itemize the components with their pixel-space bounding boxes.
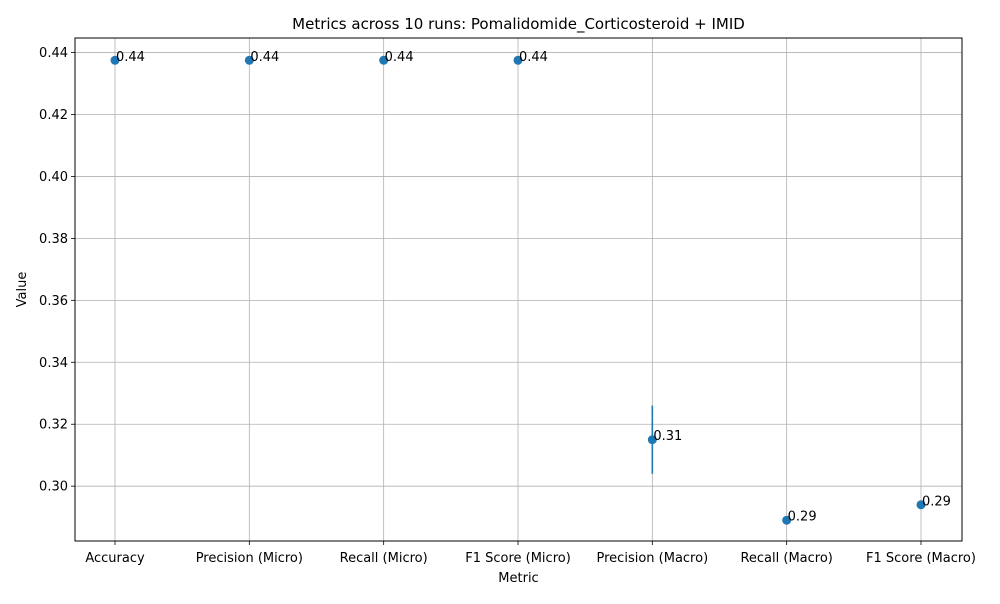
data-point: [513, 55, 523, 65]
data-point: [244, 55, 254, 65]
data-label: 0.29: [788, 510, 817, 525]
y-tick-label: 0.38: [39, 232, 68, 247]
y-tick-label: 0.44: [39, 46, 68, 61]
x-tick-label: F1 Score (Micro): [465, 551, 571, 566]
x-tick-label: Accuracy: [85, 551, 145, 566]
y-tick-label: 0.32: [39, 418, 68, 433]
data-point: [782, 515, 792, 525]
data-label: 0.44: [385, 50, 414, 65]
data-point: [110, 55, 120, 65]
data-point: [379, 55, 389, 65]
x-tick-label: Recall (Micro): [340, 551, 428, 566]
data-point: [916, 500, 926, 510]
x-tick-label: Precision (Macro): [597, 551, 709, 566]
data-label: 0.29: [922, 494, 951, 509]
data-label: 0.44: [116, 50, 145, 65]
y-tick-label: 0.42: [39, 108, 68, 123]
x-tick-label: F1 Score (Macro): [866, 551, 976, 566]
data-label-layer: 0.44 0.44 0.44 0.44 0.31 0.29 0.29: [116, 50, 951, 525]
grid-layer: [75, 38, 962, 541]
tick-layer: Accuracy Precision (Micro) Recall (Micro) F…: [39, 46, 976, 566]
y-tick-label: 0.30: [39, 480, 68, 495]
point-layer: [110, 55, 926, 525]
y-axis-label: Value: [15, 272, 30, 308]
x-axis-label: Metric: [498, 571, 538, 586]
axes-frame: [74, 37, 963, 542]
data-label: 0.44: [519, 50, 548, 65]
data-label: 0.44: [250, 50, 279, 65]
chart-title: Metrics across 10 runs: Pomalidomide_Cor…: [292, 15, 745, 34]
y-tick-label: 0.34: [39, 356, 68, 371]
x-tick-label: Recall (Macro): [740, 551, 832, 566]
data-label: 0.31: [653, 429, 682, 444]
x-tick-label: Precision (Micro): [196, 551, 303, 566]
data-point: [647, 435, 657, 445]
y-tick-label: 0.36: [39, 294, 68, 309]
y-tick-label: 0.40: [39, 170, 68, 185]
